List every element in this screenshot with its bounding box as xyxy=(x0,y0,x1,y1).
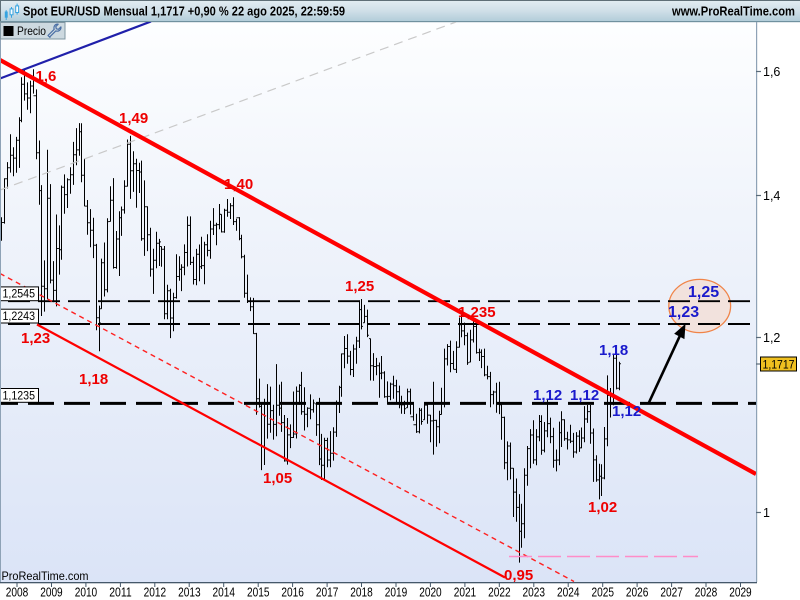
svg-text:2019: 2019 xyxy=(385,586,408,600)
svg-text:1,1717: 1,1717 xyxy=(763,357,795,371)
svg-text:1,2243: 1,2243 xyxy=(3,311,36,323)
svg-text:2021: 2021 xyxy=(454,586,477,600)
svg-text:2029: 2029 xyxy=(729,586,752,600)
svg-text:2008: 2008 xyxy=(6,586,29,600)
svg-text:www.ProRealTime.com: www.ProRealTime.com xyxy=(671,4,795,19)
svg-text:Spot EUR/USD Mensual 1,1717 +0: Spot EUR/USD Mensual 1,1717 +0,90 % 22 a… xyxy=(23,4,345,19)
svg-text:0,95: 0,95 xyxy=(504,567,533,584)
svg-text:1,18: 1,18 xyxy=(599,342,628,359)
svg-text:2025: 2025 xyxy=(592,586,615,600)
svg-text:1,02: 1,02 xyxy=(588,499,617,516)
svg-text:1,6: 1,6 xyxy=(36,68,57,85)
svg-text:1,2545: 1,2545 xyxy=(3,289,36,301)
svg-text:ProRealTime.com: ProRealTime.com xyxy=(2,569,89,583)
svg-text:1,6: 1,6 xyxy=(763,65,780,79)
svg-text:2018: 2018 xyxy=(350,586,373,600)
svg-text:2016: 2016 xyxy=(281,586,304,600)
svg-text:2020: 2020 xyxy=(419,586,442,600)
svg-text:1,25: 1,25 xyxy=(688,284,719,301)
svg-text:1,18: 1,18 xyxy=(79,371,108,388)
svg-text:1,1235: 1,1235 xyxy=(3,390,36,402)
svg-text:2015: 2015 xyxy=(247,586,270,600)
svg-text:1,12: 1,12 xyxy=(570,387,599,404)
svg-text:1,49: 1,49 xyxy=(119,110,148,127)
svg-text:2026: 2026 xyxy=(626,586,649,600)
svg-text:Precio: Precio xyxy=(17,24,46,38)
svg-text:2009: 2009 xyxy=(40,586,63,600)
svg-text:2028: 2028 xyxy=(695,586,718,600)
svg-text:2013: 2013 xyxy=(178,586,201,600)
svg-text:1,05: 1,05 xyxy=(263,470,292,487)
svg-text:1,4: 1,4 xyxy=(763,189,780,203)
svg-text:1,2: 1,2 xyxy=(763,331,780,345)
svg-text:1,25: 1,25 xyxy=(345,278,374,295)
svg-text:2010: 2010 xyxy=(75,586,98,600)
svg-text:1,40: 1,40 xyxy=(224,176,253,193)
svg-text:1,235: 1,235 xyxy=(458,304,496,321)
svg-text:2017: 2017 xyxy=(316,586,339,600)
svg-text:2011: 2011 xyxy=(109,586,132,600)
svg-text:2024: 2024 xyxy=(557,586,580,600)
svg-text:1,23: 1,23 xyxy=(668,304,699,321)
svg-text:1,12: 1,12 xyxy=(533,387,562,404)
svg-text:2023: 2023 xyxy=(523,586,546,600)
svg-text:1,23: 1,23 xyxy=(21,330,50,347)
svg-text:2022: 2022 xyxy=(488,586,511,600)
svg-text:1: 1 xyxy=(763,506,770,520)
svg-text:2027: 2027 xyxy=(660,586,683,600)
svg-text:2014: 2014 xyxy=(213,586,236,600)
svg-text:2012: 2012 xyxy=(144,586,167,600)
svg-text:1,12: 1,12 xyxy=(612,403,641,420)
